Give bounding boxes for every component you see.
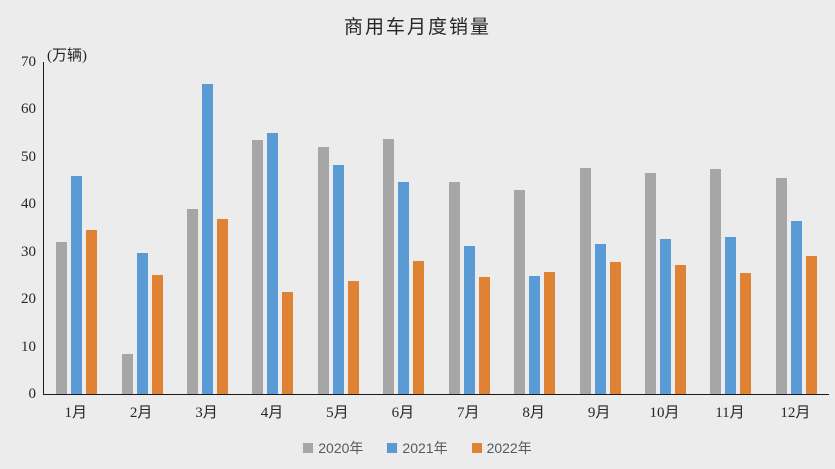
bar-group-9月 <box>567 62 632 394</box>
bar-2022年-6月 <box>413 260 425 394</box>
bar-2020年-3月 <box>187 209 199 394</box>
x-tick-label-6月: 6月 <box>391 405 415 421</box>
bar-2020年-10月 <box>645 173 656 394</box>
y-tick-label-20: 20 <box>21 291 36 308</box>
bar-group-8月 <box>502 62 567 394</box>
bar-2020年-6月 <box>383 139 395 394</box>
bar-2022年-8月 <box>544 272 556 394</box>
x-tick-label-8月: 8月 <box>522 405 545 421</box>
bar-group-12月 <box>764 62 829 394</box>
legend-item-2021年: 2021年 <box>387 438 448 458</box>
y-tick-label-0: 0 <box>28 386 37 402</box>
bar-2022年-3月 <box>217 218 229 394</box>
bar-2021年-6月 <box>398 182 410 394</box>
bar-2020年-1月 <box>56 242 68 394</box>
y-tick-label-30: 30 <box>21 243 36 260</box>
bar-group-10月 <box>633 62 698 394</box>
bar-2022年-4月 <box>282 291 294 394</box>
legend-item-2022年: 2022年 <box>471 438 532 458</box>
bar-2021年-5月 <box>332 165 344 394</box>
bar-2021年-2月 <box>136 252 148 394</box>
y-tick-label-60: 60 <box>21 101 36 118</box>
bar-group-1月 <box>44 62 109 394</box>
legend-swatch-2020年 <box>303 443 314 453</box>
bar-group-2月 <box>109 62 174 394</box>
bar-2020年-2月 <box>121 353 133 394</box>
y-axis-unit-label: (万辆) <box>47 48 87 64</box>
bar-2022年-7月 <box>478 277 490 394</box>
bar-2020年-12月 <box>775 177 787 394</box>
bar-2021年-12月 <box>790 220 802 394</box>
y-tick-label-50: 50 <box>21 148 36 165</box>
legend-swatch-2021年 <box>387 443 398 453</box>
bar-2020年-5月 <box>317 147 329 394</box>
bar-group-5月 <box>306 62 371 394</box>
bar-2022年-2月 <box>151 275 163 394</box>
bar-2020年-7月 <box>448 181 460 394</box>
x-tick-label-12月: 12月 <box>780 405 811 421</box>
legend-item-2020年: 2020年 <box>303 438 363 458</box>
bar-group-7月 <box>437 62 502 394</box>
bar-group-3月 <box>175 62 240 394</box>
bar-2022年-11月 <box>740 273 752 394</box>
bar-2020年-11月 <box>710 169 722 394</box>
bar-2022年-1月 <box>86 230 98 394</box>
bar-group-11月 <box>698 62 763 394</box>
bar-2021年-1月 <box>71 176 83 394</box>
legend-swatch-2022年 <box>471 443 482 453</box>
plot-area <box>43 62 829 395</box>
x-tick-label-7月: 7月 <box>456 405 480 421</box>
x-axis: 1月 2月 3月 4月 5月 6月 7月 8月 9月 10月 11月 12月 <box>43 401 828 422</box>
bar-2021年-8月 <box>529 275 541 394</box>
x-tick-label-3月: 3月 <box>195 405 218 421</box>
bar-2021年-10月 <box>660 239 671 394</box>
bar-series-container <box>44 62 829 394</box>
x-tick-label-2月: 2月 <box>129 405 153 421</box>
bar-2020年-9月 <box>579 167 591 394</box>
legend-label-2020年: 2020年 <box>318 440 364 456</box>
bar-2021年-7月 <box>463 245 475 394</box>
bar-2020年-4月 <box>252 140 264 394</box>
y-tick-label-40: 40 <box>21 196 36 213</box>
x-tick-label-4月: 4月 <box>260 405 284 421</box>
y-tick-label-10: 10 <box>21 338 36 355</box>
y-tick-label-70: 70 <box>21 54 36 70</box>
bar-2021年-3月 <box>202 83 214 394</box>
bar-2021年-4月 <box>267 133 279 394</box>
bar-2022年-5月 <box>347 281 359 394</box>
bar-group-6月 <box>371 62 436 394</box>
x-tick-label-9月: 9月 <box>587 405 611 421</box>
x-tick-label-5月: 5月 <box>326 405 349 421</box>
legend: 2020年 2021年 2022年 <box>0 438 835 458</box>
bar-2021年-11月 <box>725 237 737 394</box>
bar-2022年-12月 <box>805 255 817 394</box>
legend-label-2021年: 2021年 <box>402 440 448 456</box>
bar-2022年-10月 <box>675 264 686 394</box>
bar-2022年-9月 <box>609 261 621 394</box>
legend-label-2022年: 2022年 <box>486 440 532 456</box>
x-tick-label-1月: 1月 <box>64 405 87 421</box>
x-tick-label-11月: 11月 <box>715 405 745 421</box>
bar-2020年-8月 <box>514 189 526 394</box>
bar-2021年-9月 <box>594 243 606 394</box>
x-tick-label-10月: 10月 <box>649 405 680 421</box>
chart-title: 商用车月度销量 <box>343 17 491 38</box>
bar-group-4月 <box>240 62 305 394</box>
